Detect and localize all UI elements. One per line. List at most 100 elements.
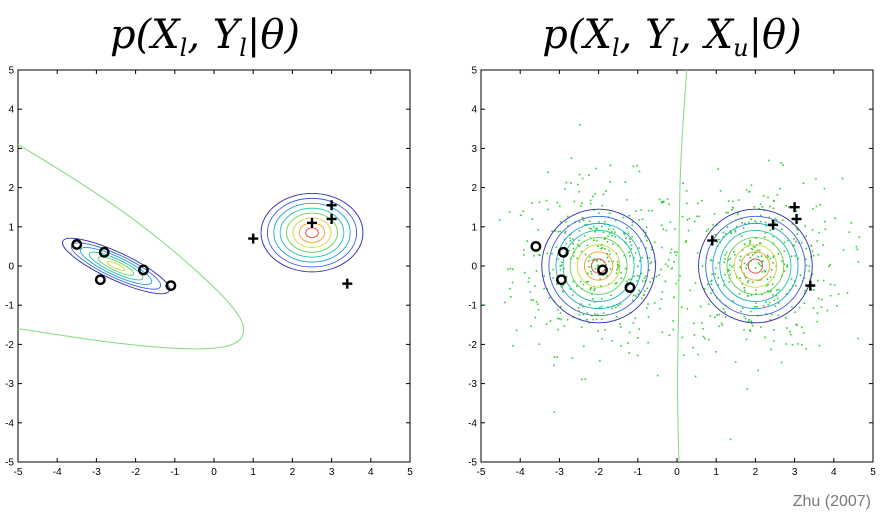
unlabeled-point [737,199,740,201]
unlabeled-point [530,325,532,328]
unlabeled-point [620,277,623,280]
unlabeled-point [724,273,726,276]
unlabeled-point [709,259,712,261]
unlabeled-point [710,292,712,295]
unlabeled-point [757,369,760,372]
unlabeled-point [645,231,647,234]
unlabeled-point [606,275,608,278]
unlabeled-point [644,235,646,237]
unlabeled-point [631,235,633,238]
unlabeled-point [773,299,776,302]
labeled-circle-point [165,280,177,291]
unlabeled-point [520,214,522,216]
unlabeled-point [662,200,665,203]
unlabeled-point [764,232,767,234]
unlabeled-point [649,281,652,283]
unlabeled-point [609,180,611,183]
unlabeled-point [533,285,536,287]
unlabeled-point [855,245,858,248]
unlabeled-point [558,205,561,208]
unlabeled-point [606,241,609,243]
unlabeled-point [658,307,661,310]
unlabeled-point [776,297,779,300]
unlabeled-point [531,202,533,204]
unlabeled-point [570,157,573,160]
x-tick-label: -1 [633,467,642,478]
unlabeled-point [508,211,511,213]
labeled-plus-point [342,278,353,289]
unlabeled-point [600,298,603,300]
unlabeled-point [660,224,663,227]
unlabeled-point [810,244,812,247]
unlabeled-point [594,230,596,233]
unlabeled-point [758,249,761,252]
unlabeled-point [824,228,827,231]
unlabeled-point [668,203,670,206]
unlabeled-point [753,306,756,308]
unlabeled-point [761,270,764,273]
labeled-plus-point [707,235,718,246]
unlabeled-point [780,228,783,231]
unlabeled-point [725,211,728,214]
unlabeled-point [747,320,750,323]
y-tick-label: -1 [468,301,477,312]
unlabeled-point [630,244,633,247]
y-tick-label: -4 [5,418,14,429]
unlabeled-point [743,272,745,275]
y-tick-label: -2 [5,340,14,351]
unlabeled-point [576,257,579,260]
unlabeled-point [599,274,602,276]
unlabeled-point [583,235,586,237]
unlabeled-point [564,230,567,233]
unlabeled-point [589,256,591,258]
unlabeled-point [605,190,607,192]
unlabeled-point [743,262,746,265]
unlabeled-point [646,256,648,259]
unlabeled-point [811,273,814,275]
unlabeled-point [724,253,726,256]
unlabeled-point [615,219,617,222]
unlabeled-point [670,267,673,270]
unlabeled-point [850,222,853,224]
unlabeled-point [569,240,572,242]
unlabeled-point [740,310,742,313]
unlabeled-point [693,334,696,336]
unlabeled-point [581,378,583,381]
unlabeled-point [510,295,512,298]
unlabeled-point [710,280,713,282]
unlabeled-point [728,269,731,272]
unlabeled-point [702,335,705,338]
unlabeled-point [535,270,538,272]
right-chart: -5 -4 -3 -2 -1 0 1 2 3 4 5 -5 -4 -3 -2 -1 0 1 2 3 4 5 [468,66,876,479]
unlabeled-point [757,255,760,258]
unlabeled-point [797,257,799,260]
unlabeled-point [639,291,642,293]
unlabeled-point [670,248,673,251]
unlabeled-point [586,312,589,314]
labeled-circle-point [555,274,567,286]
unlabeled-point [754,252,756,254]
unlabeled-point [606,256,609,259]
contour-line [562,230,635,302]
contour-line [555,222,642,310]
unlabeled-point [533,255,535,257]
unlabeled-point [693,322,695,325]
unlabeled-point [594,313,596,315]
unlabeled-point [793,244,796,247]
unlabeled-point [567,225,569,227]
unlabeled-point [752,245,755,248]
unlabeled-point [817,279,819,282]
unlabeled-point [685,239,688,242]
unlabeled-point [703,288,706,290]
unlabeled-point [848,231,850,233]
unlabeled-point [538,201,541,204]
unlabeled-point [786,264,788,267]
unlabeled-point [619,323,621,325]
right-chart-title: p(Xl, Yl, Xu|θ) [542,12,801,62]
unlabeled-point [594,227,597,230]
unlabeled-point [592,195,594,198]
unlabeled-point [641,280,644,283]
unlabeled-point [705,230,708,233]
unlabeled-point [661,331,664,334]
unlabeled-point [511,281,514,284]
